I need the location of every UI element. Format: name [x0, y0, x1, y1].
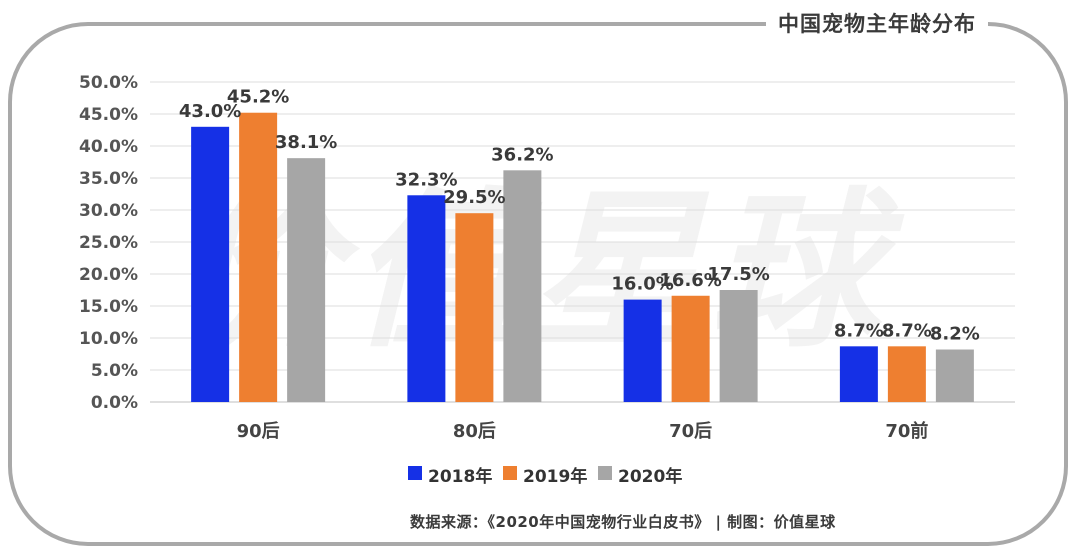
y-tick-label: 15.0% — [79, 297, 138, 317]
y-tick-label: 35.0% — [79, 169, 138, 189]
data-label: 36.2% — [491, 144, 553, 165]
chart-frame — [8, 22, 1068, 546]
legend-label: 2018年 — [428, 467, 493, 487]
x-tick-label: 80后 — [453, 421, 496, 442]
y-tick-label: 45.0% — [79, 105, 138, 125]
x-tick-label: 70前 — [885, 420, 928, 442]
bar — [407, 195, 446, 402]
bar — [719, 290, 758, 402]
x-tick-label: 70后 — [669, 421, 712, 442]
y-tick-label: 50.0% — [79, 73, 138, 93]
data-label: 8.7% — [882, 320, 932, 341]
data-label: 17.5% — [707, 264, 769, 285]
data-label: 43.0% — [179, 101, 241, 122]
legend-swatch — [598, 466, 612, 480]
y-tick-label: 10.0% — [79, 329, 138, 349]
y-tick-label: 5.0% — [91, 361, 138, 381]
bar — [503, 170, 542, 402]
data-label: 8.2% — [930, 324, 980, 345]
legend-swatch — [503, 466, 517, 480]
data-label: 16.0% — [611, 274, 673, 295]
source-note: 数据来源：《2020年中国宠物行业白皮书》 | 制图：价值星球 — [410, 513, 836, 531]
y-tick-label: 30.0% — [79, 201, 138, 221]
bar — [623, 299, 662, 402]
data-label: 38.1% — [275, 132, 337, 153]
bar — [239, 112, 278, 402]
bar — [935, 349, 974, 402]
chart-title: 中国宠物主年龄分布 — [766, 8, 988, 38]
y-tick-label: 40.0% — [79, 137, 138, 157]
y-tick-label: 25.0% — [79, 233, 138, 253]
data-label: 16.6% — [659, 270, 721, 291]
legend-label: 2020年 — [618, 467, 683, 487]
data-label: 29.5% — [443, 187, 505, 208]
legend-label: 2019年 — [523, 467, 588, 487]
bar — [287, 158, 326, 402]
data-label: 8.7% — [834, 320, 884, 341]
y-tick-label: 0.0% — [91, 393, 138, 413]
bar — [191, 126, 230, 403]
bar — [671, 295, 710, 402]
legend-swatch — [408, 466, 422, 480]
bar — [455, 213, 494, 402]
data-label: 45.2% — [227, 87, 289, 108]
y-tick-label: 20.0% — [79, 265, 138, 285]
data-label: 32.3% — [395, 169, 457, 190]
bar — [839, 346, 878, 402]
x-tick-label: 90后 — [237, 421, 280, 442]
bar — [887, 346, 926, 402]
